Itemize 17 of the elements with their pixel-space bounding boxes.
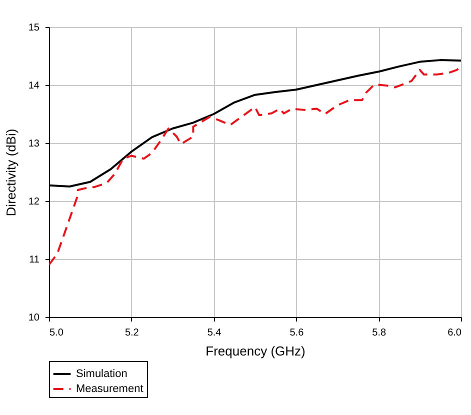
y-tick-label: 11 — [29, 254, 40, 266]
x-tick-label: 5.6 — [290, 328, 304, 338]
x-tick-label: 6.0 — [448, 328, 462, 338]
x-tick-label: 5.0 — [50, 328, 64, 338]
x-tick-label: 5.2 — [124, 328, 140, 338]
line-series — [49, 65, 461, 266]
x-axis-title: Frequency (GHz) — [206, 344, 306, 358]
legend-label: Measurement — [76, 383, 144, 395]
y-tick-label: 12 — [28, 196, 40, 208]
y-axis-title: Directivity (dBi) — [3, 128, 18, 216]
legend-label: Simulation — [76, 368, 128, 380]
x-tick-label: 5.4 — [207, 328, 222, 338]
y-tick-label: 14 — [28, 80, 40, 92]
y-tick-label: 15 — [28, 22, 40, 34]
x-tick-label: 5.8 — [372, 328, 386, 338]
y-tick-label: 10 — [28, 312, 40, 324]
y-tick-label: 13 — [28, 138, 40, 150]
